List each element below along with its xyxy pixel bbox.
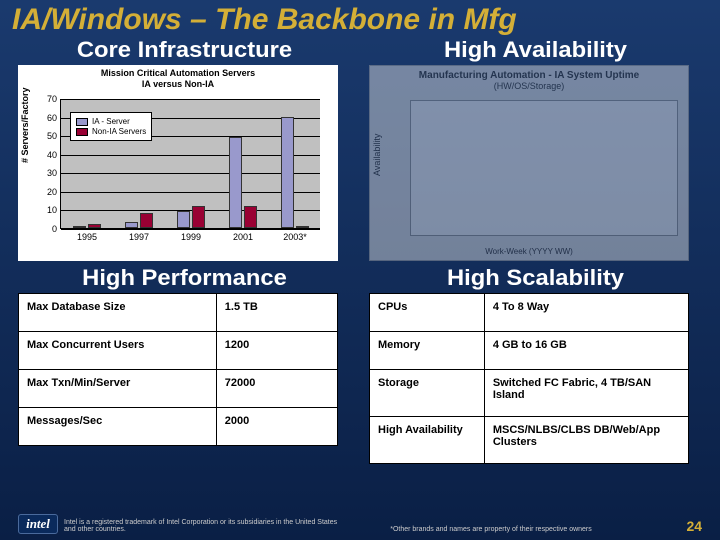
quad-high-availability: High Availability Manufacturing Automati… — [369, 37, 702, 261]
table-row: CPUs4 To 8 Way — [370, 294, 689, 332]
legend-label-nonia: Non-IA Servers — [92, 127, 146, 136]
table-row: Messages/Sec2000 — [19, 408, 338, 446]
bar — [192, 206, 205, 228]
gridline — [61, 99, 320, 100]
table-row: Memory4 GB to 16 GB — [370, 332, 689, 370]
bar — [296, 226, 309, 228]
chart-subtitle: IA versus Non-IA — [18, 79, 338, 89]
footer: intel Intel is a registered trademark of… — [18, 514, 702, 534]
perf-label: Messages/Sec — [19, 408, 217, 446]
swatch-ia — [76, 118, 88, 126]
scalability-table: CPUs4 To 8 WayMemory4 GB to 16 GBStorage… — [369, 293, 689, 464]
quad-title-perf: High Performance — [5, 265, 365, 291]
ytick: 60 — [41, 113, 57, 123]
bar — [177, 211, 190, 228]
table-row: Max Txn/Min/Server72000 — [19, 370, 338, 408]
bar — [125, 222, 138, 228]
quad-title-core: Core Infrastructure — [5, 37, 365, 63]
scal-value: 4 GB to 16 GB — [484, 332, 688, 370]
bar — [73, 226, 86, 228]
scal-value: Switched FC Fabric, 4 TB/SAN Island — [484, 370, 688, 417]
scal-value: 4 To 8 Way — [484, 294, 688, 332]
page-number: 24 — [676, 518, 702, 534]
chart-ylabel: # Servers/Factory — [20, 87, 30, 163]
quad-core-infrastructure: Core Infrastructure Mission Critical Aut… — [18, 37, 351, 261]
avail-plot — [410, 100, 678, 236]
legend-item-nonia: Non-IA Servers — [76, 127, 146, 136]
legend-label-ia: IA - Server — [92, 117, 130, 126]
ytick: 10 — [41, 205, 57, 215]
bar-chart: Mission Critical Automation Servers IA v… — [18, 65, 338, 261]
ytick: 0 — [41, 224, 57, 234]
footnote-left: Intel is a registered trademark of Intel… — [58, 519, 350, 534]
bar — [229, 137, 242, 228]
ytick: 30 — [41, 168, 57, 178]
table-row: Max Database Size1.5 TB — [19, 294, 338, 332]
perf-label: Max Txn/Min/Server — [19, 370, 217, 408]
avail-subtitle: (HW/OS/Storage) — [370, 81, 688, 91]
bar — [88, 224, 101, 228]
footnote-right: *Other brands and names are property of … — [350, 526, 676, 534]
scal-label: Storage — [370, 370, 485, 417]
scal-label: Memory — [370, 332, 485, 370]
ytick: 40 — [41, 150, 57, 160]
perf-value: 72000 — [216, 370, 337, 408]
scal-value: MSCS/NLBS/CLBS DB/Web/App Clusters — [484, 417, 688, 464]
ytick: 50 — [41, 131, 57, 141]
bar — [281, 117, 294, 228]
xtick: 2001 — [233, 232, 253, 242]
bar — [244, 206, 257, 228]
content-grid: Core Infrastructure Mission Critical Aut… — [0, 37, 720, 464]
table-row: High AvailabilityMSCS/NLBS/CLBS DB/Web/A… — [370, 417, 689, 464]
quad-title-avail: High Availability — [356, 37, 716, 63]
table-row: Max Concurrent Users1200 — [19, 332, 338, 370]
perf-label: Max Database Size — [19, 294, 217, 332]
quad-high-scalability: High Scalability CPUs4 To 8 WayMemory4 G… — [369, 265, 702, 464]
avail-xlabel: Work-Week (YYYY WW) — [485, 247, 573, 256]
xtick: 1997 — [129, 232, 149, 242]
perf-value: 1.5 TB — [216, 294, 337, 332]
chart-legend: IA - Server Non-IA Servers — [70, 112, 152, 141]
ytick: 70 — [41, 94, 57, 104]
intel-logo: intel — [18, 514, 58, 534]
gridline — [61, 229, 320, 230]
avail-title: Manufacturing Automation - IA System Upt… — [370, 66, 688, 81]
legend-item-ia: IA - Server — [76, 117, 146, 126]
availability-image: Manufacturing Automation - IA System Upt… — [369, 65, 689, 261]
xtick: 1999 — [181, 232, 201, 242]
swatch-nonia — [76, 128, 88, 136]
table-row: StorageSwitched FC Fabric, 4 TB/SAN Isla… — [370, 370, 689, 417]
perf-value: 1200 — [216, 332, 337, 370]
performance-table: Max Database Size1.5 TBMax Concurrent Us… — [18, 293, 338, 446]
scal-label: High Availability — [370, 417, 485, 464]
quad-title-scal: High Scalability — [356, 265, 716, 291]
avail-ylabel: Availability — [372, 134, 382, 176]
bar — [140, 213, 153, 228]
chart-title: Mission Critical Automation Servers — [18, 65, 338, 79]
quad-high-performance: High Performance Max Database Size1.5 TB… — [18, 265, 351, 464]
slide-title: IA/Windows – The Backbone in Mfg — [0, 0, 720, 37]
scal-label: CPUs — [370, 294, 485, 332]
perf-label: Max Concurrent Users — [19, 332, 217, 370]
ytick: 20 — [41, 187, 57, 197]
xtick: 1995 — [77, 232, 97, 242]
xtick: 2003* — [283, 232, 307, 242]
perf-value: 2000 — [216, 408, 337, 446]
